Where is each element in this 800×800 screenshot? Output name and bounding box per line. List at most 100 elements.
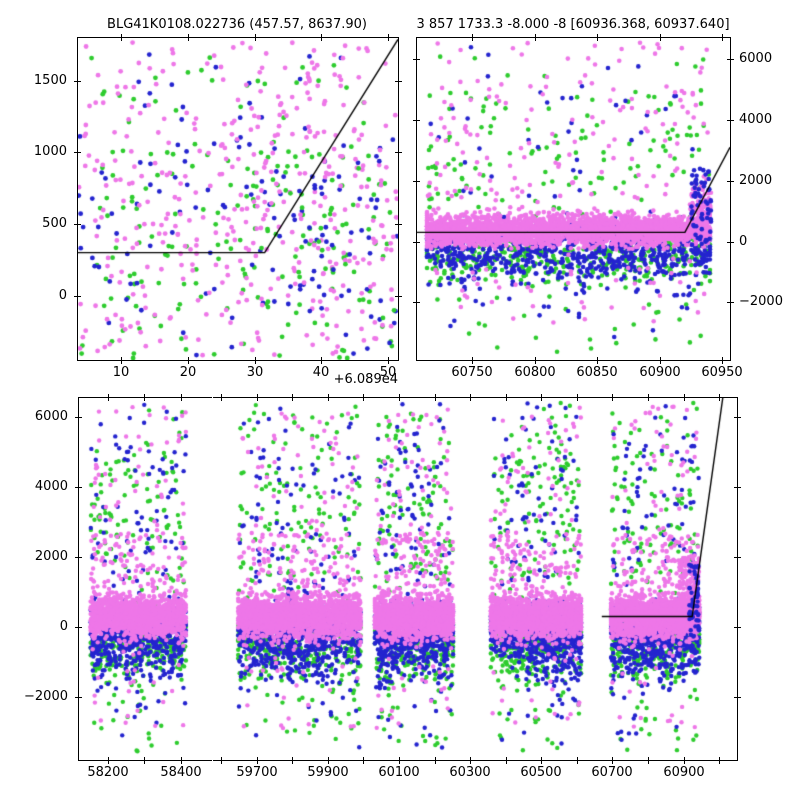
x-tick-mark xyxy=(660,34,661,41)
axis-spine-bottom xyxy=(416,360,731,361)
axis-spine-bottom xyxy=(77,360,399,361)
x-tick-label: 60750 xyxy=(451,365,493,380)
x-tick-mark xyxy=(188,34,189,41)
y-tick-mark xyxy=(75,557,82,558)
x-tick-mark xyxy=(388,357,389,364)
y-tick-mark xyxy=(727,59,734,60)
x-tick-mark xyxy=(506,757,507,764)
y-tick-label: 500 xyxy=(42,216,67,231)
axis-spine-right xyxy=(730,37,731,361)
x-tick-mark xyxy=(719,394,720,401)
x-tick-mark xyxy=(719,757,720,764)
x-tick-mark xyxy=(255,34,256,41)
x-tick-mark xyxy=(597,34,598,41)
x-tick-mark xyxy=(321,34,322,41)
x-tick-mark xyxy=(506,394,507,401)
x-tick-mark xyxy=(535,357,536,364)
x-tick-label: 60950 xyxy=(701,365,743,380)
y-tick-mark xyxy=(74,296,81,297)
x-tick-mark xyxy=(577,757,578,764)
x-tick-mark xyxy=(121,34,122,41)
x-tick-label: 58400 xyxy=(160,765,202,780)
x-tick-mark xyxy=(470,394,471,401)
y-tick-mark xyxy=(734,487,741,488)
x-tick-mark xyxy=(684,394,685,401)
x-tick-mark xyxy=(612,757,613,764)
x-tick-mark xyxy=(121,357,122,364)
y-tick-mark xyxy=(413,59,420,60)
y-tick-mark xyxy=(395,152,402,153)
x-tick-label: 10 xyxy=(112,365,130,380)
x-tick-label: 60500 xyxy=(520,765,562,780)
x-axis-offset-label: +6.089e4 xyxy=(333,372,398,387)
y-tick-mark xyxy=(727,120,734,121)
y-tick-mark xyxy=(413,120,420,121)
x-tick-mark xyxy=(648,757,649,764)
x-tick-mark xyxy=(363,394,364,401)
y-tick-mark xyxy=(74,81,81,82)
x-tick-label: 59700 xyxy=(236,765,278,780)
x-tick-mark xyxy=(684,757,685,764)
x-tick-label: 58200 xyxy=(87,765,129,780)
x-tick-label: 50 xyxy=(379,365,397,380)
y-tick-label: 2000 xyxy=(34,549,68,564)
y-tick-mark xyxy=(727,302,734,303)
x-tick-mark xyxy=(435,757,436,764)
y-tick-mark xyxy=(75,697,82,698)
axis-spine-left xyxy=(78,397,79,761)
x-tick-mark xyxy=(722,34,723,41)
y-tick-label: −2000 xyxy=(24,689,68,704)
y-tick-mark xyxy=(395,224,402,225)
x-tick-mark xyxy=(399,757,400,764)
x-tick-mark xyxy=(108,757,109,764)
axis-spine-top xyxy=(416,37,731,38)
y-tick-label: 6000 xyxy=(739,51,773,66)
x-tick-label: 20 xyxy=(179,365,197,380)
x-tick-mark xyxy=(328,757,329,764)
x-tick-mark xyxy=(257,394,258,401)
y-tick-mark xyxy=(413,181,420,182)
axis-spine-right xyxy=(737,397,738,761)
y-tick-label: 0 xyxy=(59,619,68,634)
y-tick-mark xyxy=(734,627,741,628)
x-tick-label: 59900 xyxy=(307,765,349,780)
x-tick-mark xyxy=(388,34,389,41)
y-tick-mark xyxy=(75,417,82,418)
x-tick-mark xyxy=(221,394,222,401)
x-tick-mark xyxy=(399,394,400,401)
x-tick-mark xyxy=(435,394,436,401)
x-tick-label: 60900 xyxy=(663,765,705,780)
y-tick-mark xyxy=(75,487,82,488)
x-tick-label: 60800 xyxy=(514,365,556,380)
y-tick-mark xyxy=(727,242,734,243)
x-tick-mark xyxy=(144,394,145,401)
x-tick-mark xyxy=(612,394,613,401)
top-right-plot-canvas xyxy=(417,38,730,360)
y-tick-mark xyxy=(395,296,402,297)
axis-spine-top xyxy=(213,397,738,398)
x-tick-mark xyxy=(181,757,182,764)
y-tick-mark xyxy=(395,81,402,82)
axis-spine-top xyxy=(77,37,399,38)
y-tick-mark xyxy=(74,152,81,153)
y-tick-mark xyxy=(734,557,741,558)
x-tick-mark xyxy=(257,757,258,764)
bottom-left-plot-canvas xyxy=(79,398,211,760)
axis-spine-left xyxy=(77,37,78,361)
y-tick-mark xyxy=(413,242,420,243)
axis-spine-right xyxy=(398,37,399,361)
x-tick-mark xyxy=(541,757,542,764)
y-tick-mark xyxy=(413,302,420,303)
y-tick-label: 4000 xyxy=(739,112,773,127)
bottom-right-plot-canvas xyxy=(214,398,737,760)
x-tick-mark xyxy=(472,34,473,41)
y-tick-label: 0 xyxy=(739,234,748,249)
x-tick-mark xyxy=(648,394,649,401)
x-tick-mark xyxy=(535,34,536,41)
x-tick-mark xyxy=(577,394,578,401)
y-tick-mark xyxy=(75,627,82,628)
x-tick-mark xyxy=(188,357,189,364)
x-tick-label: 60850 xyxy=(576,365,618,380)
x-tick-mark xyxy=(597,357,598,364)
